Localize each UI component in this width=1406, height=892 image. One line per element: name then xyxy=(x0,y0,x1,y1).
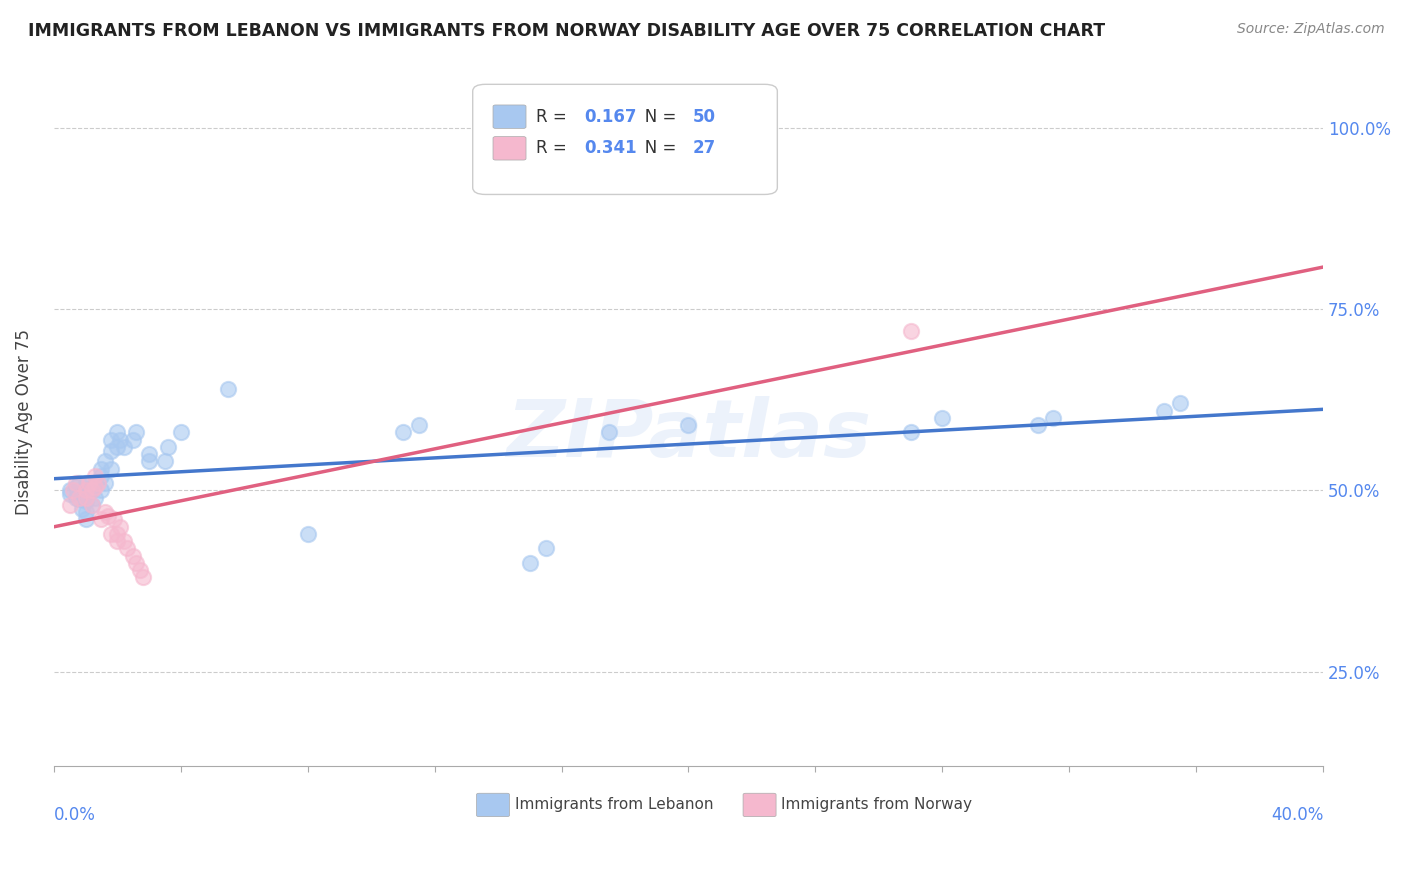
FancyBboxPatch shape xyxy=(472,85,778,194)
Point xyxy=(153,454,176,468)
Text: N =: N = xyxy=(628,108,682,126)
Point xyxy=(105,527,128,541)
Point xyxy=(392,425,415,440)
FancyBboxPatch shape xyxy=(477,793,509,817)
Point xyxy=(125,425,148,440)
Point xyxy=(103,512,125,526)
Point xyxy=(900,324,922,338)
Point xyxy=(84,491,107,505)
Point xyxy=(100,527,122,541)
Point xyxy=(217,382,239,396)
Text: R =: R = xyxy=(536,139,572,157)
Point xyxy=(534,541,557,556)
Text: 50: 50 xyxy=(692,108,716,126)
Point xyxy=(75,483,97,498)
FancyBboxPatch shape xyxy=(742,793,776,817)
Point xyxy=(67,492,90,507)
Text: ZIPatlas: ZIPatlas xyxy=(506,396,870,475)
Point xyxy=(1042,411,1064,425)
Point xyxy=(112,440,135,454)
Point xyxy=(408,418,430,433)
Point xyxy=(75,494,97,508)
Point xyxy=(65,480,87,494)
FancyBboxPatch shape xyxy=(494,136,526,160)
Point xyxy=(90,461,112,475)
Point xyxy=(128,563,150,577)
Point xyxy=(900,425,922,440)
Point xyxy=(1153,403,1175,417)
Point xyxy=(75,476,97,491)
Text: 40.0%: 40.0% xyxy=(1271,805,1323,823)
Point xyxy=(59,483,82,498)
Point xyxy=(59,487,82,501)
Point xyxy=(598,425,620,440)
Point xyxy=(519,556,541,570)
Point xyxy=(93,476,115,491)
Point xyxy=(93,505,115,519)
Text: N =: N = xyxy=(628,139,682,157)
Point xyxy=(87,476,110,491)
Point xyxy=(72,501,94,516)
Point xyxy=(105,440,128,454)
Point xyxy=(67,476,90,491)
Point xyxy=(67,491,90,505)
Text: Immigrants from Lebanon: Immigrants from Lebanon xyxy=(515,797,713,813)
Point xyxy=(110,433,132,447)
Point xyxy=(90,483,112,498)
Point xyxy=(65,476,87,491)
Text: 0.0%: 0.0% xyxy=(53,805,96,823)
Point xyxy=(1170,396,1192,410)
Point xyxy=(138,447,160,461)
Point xyxy=(138,454,160,468)
Point xyxy=(75,491,97,505)
Point xyxy=(59,498,82,512)
Point xyxy=(84,476,107,491)
Point xyxy=(122,549,145,563)
Point xyxy=(75,505,97,519)
Point xyxy=(105,534,128,549)
Point xyxy=(297,527,319,541)
Point xyxy=(84,480,107,494)
Point xyxy=(80,498,103,512)
Point xyxy=(65,491,87,505)
Point xyxy=(110,519,132,533)
Point xyxy=(170,425,193,440)
Point xyxy=(90,469,112,483)
Point xyxy=(131,570,153,584)
Text: 0.341: 0.341 xyxy=(585,139,637,157)
Point xyxy=(157,440,180,454)
Point xyxy=(931,411,953,425)
Point xyxy=(100,443,122,458)
Text: 0.167: 0.167 xyxy=(585,108,637,126)
Text: R =: R = xyxy=(536,108,572,126)
Point xyxy=(75,483,97,498)
Point xyxy=(77,476,100,491)
Point xyxy=(62,483,84,498)
Point xyxy=(100,433,122,447)
Point xyxy=(97,508,120,523)
Point xyxy=(125,556,148,570)
Point xyxy=(100,461,122,475)
Text: Source: ZipAtlas.com: Source: ZipAtlas.com xyxy=(1237,22,1385,37)
FancyBboxPatch shape xyxy=(494,105,526,128)
Text: Immigrants from Norway: Immigrants from Norway xyxy=(782,797,972,813)
Y-axis label: Disability Age Over 75: Disability Age Over 75 xyxy=(15,328,32,515)
Point xyxy=(1026,418,1049,433)
Point xyxy=(80,498,103,512)
Point xyxy=(93,454,115,468)
Point xyxy=(115,541,138,556)
Text: 27: 27 xyxy=(692,139,716,157)
Point xyxy=(678,418,700,433)
Point xyxy=(75,512,97,526)
Text: IMMIGRANTS FROM LEBANON VS IMMIGRANTS FROM NORWAY DISABILITY AGE OVER 75 CORRELA: IMMIGRANTS FROM LEBANON VS IMMIGRANTS FR… xyxy=(28,22,1105,40)
Point xyxy=(105,425,128,440)
Point xyxy=(84,469,107,483)
Point xyxy=(90,512,112,526)
Point xyxy=(80,483,103,498)
Point xyxy=(72,487,94,501)
Point xyxy=(122,433,145,447)
Point xyxy=(80,483,103,498)
Point xyxy=(112,534,135,549)
